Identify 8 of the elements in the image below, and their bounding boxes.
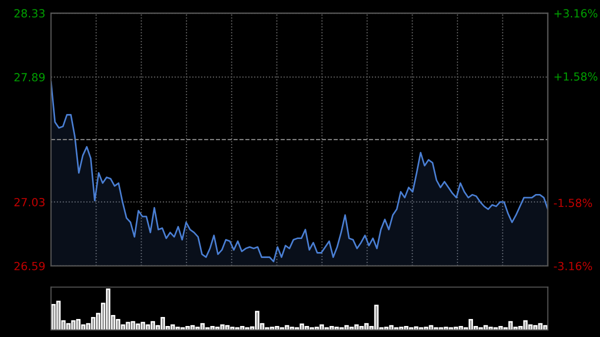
y-tick-label: 27.89 — [14, 73, 45, 82]
y-tick-label: 27.03 — [14, 198, 45, 206]
y2-tick-label: -1.58% — [554, 198, 592, 208]
y2-tick-label: -3.16% — [554, 262, 592, 270]
y2-tick-label: +3.16% — [554, 9, 598, 18]
y2-tick-label: +1.58% — [554, 72, 598, 81]
y-tick-label: 28.33 — [14, 9, 45, 18]
y-tick-label: 26.59 — [14, 262, 45, 270]
